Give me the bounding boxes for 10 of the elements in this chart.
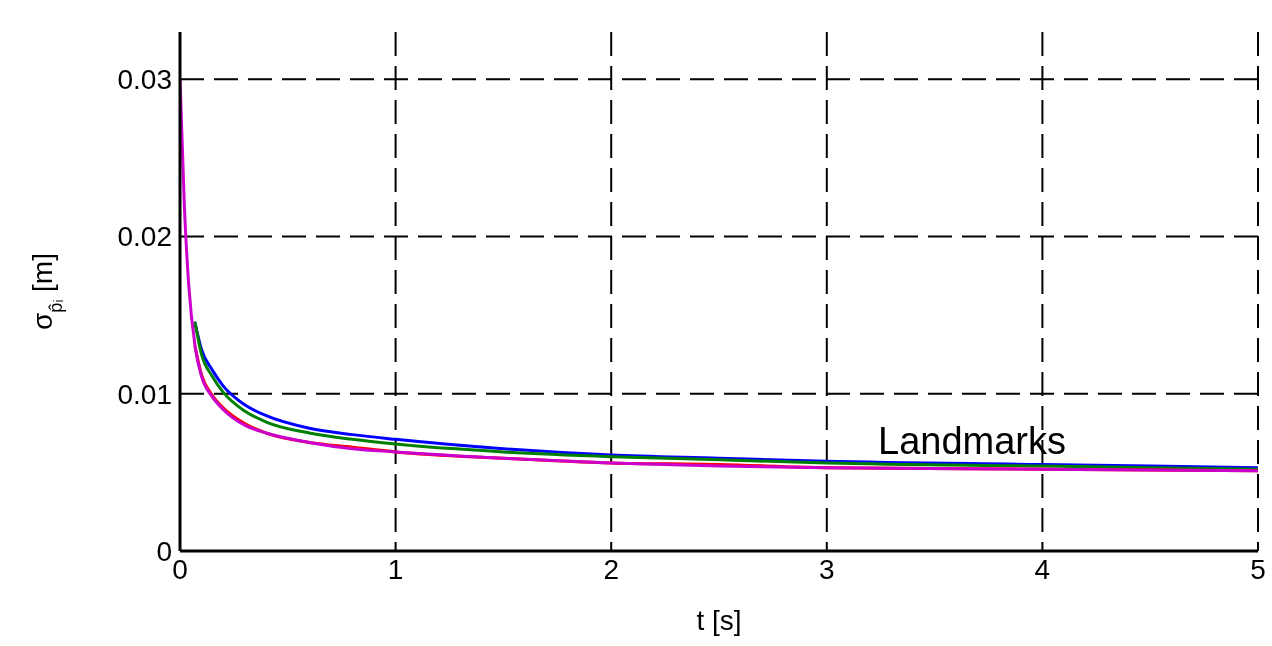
y-tick-label: 0.01 — [117, 378, 172, 410]
x-tick-label: 1 — [387, 553, 404, 585]
y-tick-label: 0.02 — [117, 221, 172, 253]
x-tick-label: 2 — [603, 553, 619, 585]
y-tick-label: 0.03 — [117, 64, 172, 96]
x-axis-title: t [s] — [696, 605, 742, 636]
x-tick-label: 4 — [1034, 553, 1051, 585]
annotation: Landmarks — [878, 420, 1066, 462]
x-tick-label: 3 — [819, 553, 835, 585]
x-tick-label: 5 — [1250, 553, 1266, 585]
